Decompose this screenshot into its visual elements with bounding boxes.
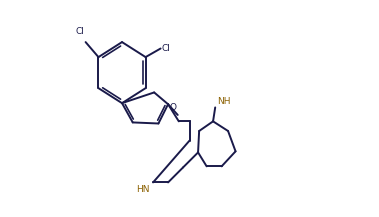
- Text: Cl: Cl: [161, 44, 170, 53]
- Text: NH: NH: [217, 97, 230, 106]
- Text: Cl: Cl: [75, 27, 84, 36]
- Text: O: O: [169, 103, 176, 112]
- Text: HN: HN: [136, 184, 150, 194]
